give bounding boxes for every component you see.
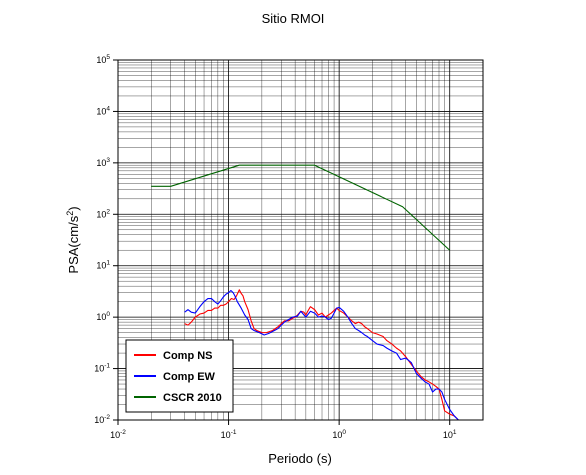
plot-frame [117, 59, 484, 421]
y-axis-title-exponent: 2 [65, 211, 75, 216]
tick-marks [113, 59, 451, 425]
y-tick-label: 101 [96, 260, 110, 271]
y-axis-title-base: PSA(cm/s [66, 215, 81, 273]
x-tick-label-base: 10 [332, 430, 342, 440]
y-tick-label: 100 [96, 311, 110, 322]
y-axis-title-close: ) [66, 206, 81, 210]
y-tick-label-base: 10 [96, 312, 106, 322]
y-tick-label: 10-2 [94, 414, 110, 425]
y-tick-label-exponent: 4 [106, 105, 110, 112]
y-tick-label-base: 10 [96, 261, 106, 271]
y-tick-label: 105 [96, 54, 110, 65]
y-tick-label-exponent: 1 [106, 260, 110, 267]
legend-label-comp-ew: Comp EW [163, 371, 216, 383]
y-tick-label: 102 [96, 208, 110, 219]
x-tick-label: 101 [443, 429, 457, 440]
x-tick-label-exponent: -1 [231, 429, 237, 436]
legend: Comp NS Comp EW CSCR 2010 [125, 339, 234, 413]
series-line-cscr-2010 [151, 164, 451, 251]
x-tick-labels: 10-2 10-1 100 101 [110, 429, 457, 440]
x-axis-title: Periodo (s) [268, 451, 332, 466]
y-tick-label-base: 10 [94, 364, 104, 374]
series-line-comp-ns [184, 289, 459, 420]
y-tick-label: 103 [96, 157, 110, 168]
legend-label-comp-ns: Comp NS [163, 350, 213, 362]
chart-title: Sitio RMOI [262, 11, 325, 26]
series-line-comp-ew [184, 289, 459, 420]
x-tick-label: 10-1 [221, 429, 237, 440]
x-tick-label-base: 10 [110, 430, 120, 440]
x-tick-label-exponent: 1 [453, 429, 457, 436]
y-tick-label-base: 10 [94, 415, 104, 425]
y-tick-label-exponent: 3 [106, 157, 110, 164]
x-tick-label-base: 10 [221, 430, 231, 440]
y-tick-label-base: 10 [96, 158, 106, 168]
x-tick-label-base: 10 [443, 430, 453, 440]
y-tick-label-base: 10 [96, 106, 106, 116]
y-tick-label: 104 [96, 105, 110, 116]
y-tick-label-base: 10 [96, 55, 106, 65]
x-tick-label: 100 [332, 429, 346, 440]
y-tick-label-exponent: 5 [106, 54, 110, 61]
data-series [151, 164, 459, 420]
y-tick-label-exponent: 0 [106, 311, 110, 318]
y-tick-label-exponent: 2 [106, 208, 110, 215]
y-tick-label-exponent: -1 [104, 363, 110, 370]
y-axis-title: PSA(cm/s2) [65, 206, 81, 273]
x-tick-label-exponent: 0 [342, 429, 346, 436]
x-tick-label: 10-2 [110, 429, 126, 440]
x-tick-label-exponent: -2 [120, 429, 126, 436]
grid [118, 60, 483, 420]
y-tick-label-base: 10 [96, 209, 106, 219]
y-tick-label-exponent: -2 [104, 414, 110, 421]
y-tick-label: 10-1 [94, 363, 110, 374]
legend-label-cscr-2010: CSCR 2010 [163, 392, 222, 404]
